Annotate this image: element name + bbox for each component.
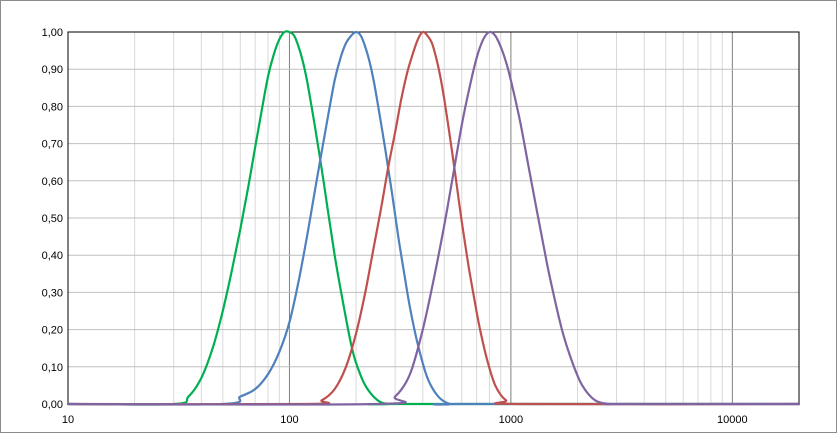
- series-layer: [66, 30, 801, 406]
- x-tick-label: 1000: [499, 414, 523, 426]
- y-tick-label: 0,80: [42, 101, 63, 113]
- series-line-1: [66, 30, 801, 406]
- x-axis-tick-labels: 10 100 1000 10000: [62, 414, 748, 426]
- y-tick-label: 0,60: [42, 176, 63, 188]
- x-tick-label: 10: [62, 414, 74, 426]
- y-tick-label: 0,10: [42, 362, 63, 374]
- major-gridlines: [67, 31, 799, 405]
- y-tick-label: 1,00: [42, 27, 63, 39]
- x-tick-label: 10000: [717, 414, 748, 426]
- y-tick-label: 0,40: [42, 250, 63, 262]
- y-tick-label: 0,50: [42, 213, 63, 225]
- y-tick-label: 0,00: [42, 399, 63, 411]
- y-tick-label: 0,30: [42, 287, 63, 299]
- x-tick-label: 100: [280, 414, 298, 426]
- y-tick-label: 0,20: [42, 325, 63, 337]
- series-line-2: [66, 30, 801, 406]
- series-line-4: [66, 30, 801, 406]
- y-tick-label: 0,90: [42, 64, 63, 76]
- series-line-3: [66, 30, 801, 406]
- y-axis-tick-labels: 0,00 0,10 0,20 0,30 0,40 0,50 0,60 0,70 0,80 0,90…: [42, 27, 63, 411]
- y-tick-label: 0,70: [42, 139, 63, 151]
